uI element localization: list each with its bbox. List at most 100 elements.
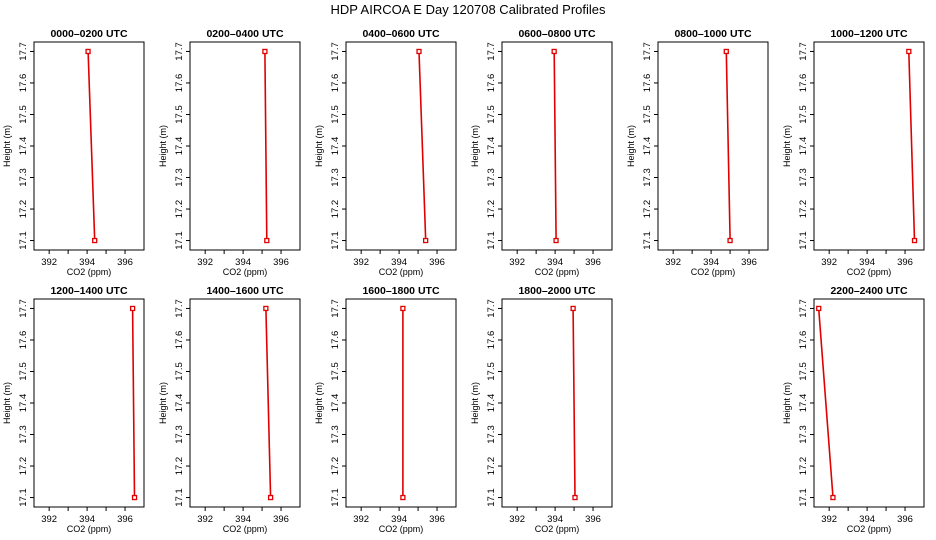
y-tick-label: 17.7 xyxy=(174,299,185,318)
y-tick-label: 17.3 xyxy=(798,168,809,187)
y-tick-label: 17.1 xyxy=(486,488,497,507)
y-tick-label: 17.3 xyxy=(18,425,29,444)
y-tick-label: 17.7 xyxy=(798,299,809,318)
profile-point xyxy=(911,237,918,244)
y-tick-label: 17.1 xyxy=(330,231,341,250)
panel-title: 0600–0800 UTC xyxy=(518,28,595,40)
plot-frame xyxy=(813,41,925,251)
y-tick-label: 17.5 xyxy=(486,105,497,124)
x-tick-label: 392 xyxy=(821,514,837,525)
x-tick-label: 396 xyxy=(429,257,445,268)
y-tick-label: 17.6 xyxy=(798,331,809,350)
plot-frame xyxy=(345,298,457,508)
panel-title: 2200–2400 UTC xyxy=(830,285,907,297)
y-tick-label: 17.1 xyxy=(486,231,497,250)
y-tick-label: 17.6 xyxy=(18,331,29,350)
y-tick-label: 17.1 xyxy=(798,488,809,507)
x-tick-label: 392 xyxy=(353,514,369,525)
x-axis-label: CO2 (ppm) xyxy=(379,267,424,277)
y-tick-label: 17.2 xyxy=(18,200,29,219)
profile-point xyxy=(267,494,274,501)
x-tick-label: 392 xyxy=(509,257,525,268)
panel-title: 0200–0400 UTC xyxy=(206,28,283,40)
y-tick-label: 17.7 xyxy=(18,299,29,318)
y-tick-label: 17.7 xyxy=(642,42,653,61)
x-tick-label: 394 xyxy=(235,257,251,268)
y-tick-label: 17.4 xyxy=(174,137,185,156)
x-axis-label: CO2 (ppm) xyxy=(223,267,268,277)
x-tick-label: 396 xyxy=(117,514,133,525)
y-tick-label: 17.7 xyxy=(174,42,185,61)
y-tick-label: 17.3 xyxy=(174,168,185,187)
profile-point xyxy=(830,494,836,501)
panel-6: 1200–1400 UTC 392 394 396 CO2 (ppm) 17.1 17.2 1… xyxy=(2,285,145,534)
plot-frame xyxy=(657,41,769,251)
y-tick-label: 17.2 xyxy=(18,457,29,476)
y-tick-label: 17.5 xyxy=(798,362,809,381)
panel-7: 1400–1600 UTC 392 394 396 CO2 (ppm) 17.1 17.2 1… xyxy=(158,285,301,534)
x-tick-label: 394 xyxy=(235,514,251,525)
y-tick-label: 17.4 xyxy=(798,137,809,156)
profile-point xyxy=(85,48,91,55)
y-tick-label: 17.6 xyxy=(330,74,341,93)
panel-0: 0000–0200 UTC 392 394 396 CO2 (ppm) 17.1 17.2 1… xyxy=(2,28,145,277)
x-axis-label: CO2 (ppm) xyxy=(535,267,580,277)
y-axis-label: Height (m) xyxy=(158,125,168,167)
x-axis-label: CO2 (ppm) xyxy=(67,524,112,534)
y-tick-label: 17.4 xyxy=(18,394,29,413)
plot-frame xyxy=(345,41,457,251)
y-tick-label: 17.2 xyxy=(486,457,497,476)
panel-title: 1600–1800 UTC xyxy=(362,285,439,297)
x-tick-label: 394 xyxy=(391,257,407,268)
y-tick-label: 17.4 xyxy=(486,137,497,156)
y-tick-label: 17.6 xyxy=(798,74,809,93)
y-tick-label: 17.2 xyxy=(642,200,653,219)
x-tick-label: 394 xyxy=(79,257,95,268)
panel-11: 2200–2400 UTC 392 394 396 CO2 (ppm) 17.1 17.2 1… xyxy=(782,285,925,534)
panel-4: 0800–1000 UTC 392 394 396 CO2 (ppm) 17.1 17.2 1… xyxy=(626,28,769,277)
profile-point xyxy=(551,48,557,55)
x-tick-label: 392 xyxy=(41,257,57,268)
panel-title: 1200–1400 UTC xyxy=(50,285,127,297)
x-tick-label: 396 xyxy=(585,514,601,525)
profile-line xyxy=(418,51,427,241)
x-tick-label: 392 xyxy=(197,514,213,525)
x-tick-label: 396 xyxy=(273,514,289,525)
y-axis-label: Height (m) xyxy=(470,382,480,424)
plot-frame xyxy=(33,298,145,508)
figure-title: HDP AIRCOA E Day 120708 Calibrated Profi… xyxy=(330,2,606,17)
panel-title: 0800–1000 UTC xyxy=(674,28,751,40)
x-tick-label: 392 xyxy=(353,257,369,268)
y-tick-label: 17.1 xyxy=(18,231,29,250)
profile-line xyxy=(264,51,268,241)
y-axis-label: Height (m) xyxy=(470,125,480,167)
y-tick-label: 17.4 xyxy=(798,394,809,413)
profile-line xyxy=(553,51,557,241)
x-tick-label: 392 xyxy=(665,257,681,268)
x-axis-label: CO2 (ppm) xyxy=(379,524,424,534)
x-axis-label: CO2 (ppm) xyxy=(67,267,112,277)
profile-point xyxy=(129,305,136,312)
y-tick-label: 17.5 xyxy=(642,105,653,124)
profile-line xyxy=(725,51,731,241)
x-tick-label: 392 xyxy=(197,257,213,268)
y-tick-label: 17.2 xyxy=(330,457,341,476)
y-tick-label: 17.5 xyxy=(798,105,809,124)
y-tick-label: 17.3 xyxy=(330,425,341,444)
x-axis-label: CO2 (ppm) xyxy=(535,524,580,534)
y-tick-label: 17.5 xyxy=(174,362,185,381)
plot-frame xyxy=(813,298,925,508)
plot-frame xyxy=(501,41,613,251)
y-tick-label: 17.6 xyxy=(486,74,497,93)
y-tick-label: 17.7 xyxy=(798,42,809,61)
profile-point xyxy=(262,48,268,55)
y-axis-label: Height (m) xyxy=(314,382,324,424)
y-tick-label: 17.1 xyxy=(330,488,341,507)
panel-title: 1400–1600 UTC xyxy=(206,285,283,297)
y-tick-label: 17.5 xyxy=(18,362,29,381)
profile-point xyxy=(263,305,269,312)
y-tick-label: 17.5 xyxy=(18,105,29,124)
x-tick-label: 394 xyxy=(391,514,407,525)
x-axis-label: CO2 (ppm) xyxy=(223,524,268,534)
y-tick-label: 17.4 xyxy=(642,137,653,156)
